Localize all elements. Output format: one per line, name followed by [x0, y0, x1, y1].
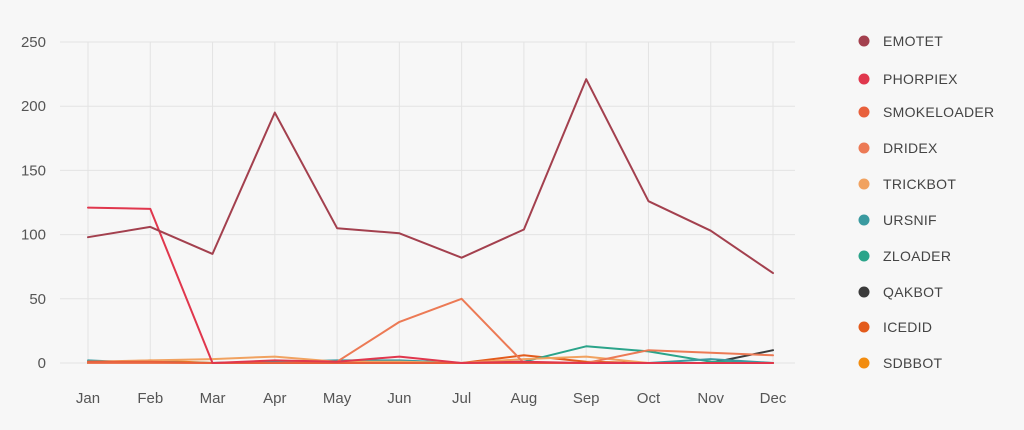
series-line-phorpiex	[87, 206, 774, 364]
legend-label: ZLOADER	[883, 248, 951, 264]
legend-item-trickbot[interactable]: TRICKBOT	[858, 176, 957, 192]
legend-marker-icon	[858, 250, 870, 262]
x-tick-label: Feb	[137, 390, 163, 407]
legend-item-dridex[interactable]: DRIDEX	[858, 140, 939, 156]
x-tick-label: Jan	[76, 390, 100, 407]
y-tick-label: 50	[29, 291, 46, 308]
x-axis: Jan Feb Mar Apr May Jun Jul Aug Sep Oct Nov Dec	[76, 390, 787, 407]
legend-item-icedid[interactable]: ICEDID	[858, 319, 933, 335]
legend-label: PHORPIEX	[883, 71, 958, 87]
y-tick-label: 250	[21, 34, 46, 51]
legend-marker-icon	[858, 178, 870, 190]
x-tick-label: Aug	[511, 390, 538, 407]
legend-item-ursnif[interactable]: URSNIF	[858, 212, 937, 228]
legend-label: EMOTET	[883, 33, 943, 49]
legend-label: DRIDEX	[883, 140, 938, 156]
x-tick-label: Oct	[637, 390, 661, 407]
legend-item-smokeloader[interactable]: SMOKELOADER	[858, 104, 995, 120]
legend-marker-icon	[858, 286, 870, 298]
y-axis: 0 50 100 150 200 250	[21, 34, 46, 372]
legend-marker-icon	[858, 321, 870, 333]
grid-lines	[60, 41, 795, 364]
legend-item-sdbbot[interactable]: SDBBOT	[858, 355, 943, 371]
legend-label: URSNIF	[883, 212, 937, 228]
legend-marker-icon	[858, 142, 870, 154]
legend-label: TRICKBOT	[883, 176, 956, 192]
legend-label: ICEDID	[883, 319, 932, 335]
x-tick-label: Nov	[697, 390, 724, 407]
series-lines	[87, 78, 774, 364]
x-tick-label: Mar	[200, 390, 226, 407]
y-tick-label: 100	[21, 227, 46, 244]
x-tick-label: Sep	[573, 390, 600, 407]
x-tick-label: Apr	[263, 390, 286, 407]
y-tick-label: 0	[38, 355, 46, 372]
x-tick-label: Dec	[760, 390, 787, 407]
series-line-emotet	[87, 78, 774, 275]
legend-label: SDBBOT	[883, 355, 943, 371]
legend-label: SMOKELOADER	[883, 104, 994, 120]
y-tick-label: 200	[21, 98, 46, 115]
legend-item-qakbot[interactable]: QAKBOT	[858, 284, 944, 300]
legend-label: QAKBOT	[883, 284, 943, 300]
legend-marker-icon	[858, 73, 870, 85]
x-tick-label: Jul	[452, 390, 471, 407]
y-tick-label: 150	[21, 162, 46, 179]
legend-marker-icon	[858, 106, 870, 118]
x-tick-label: Jun	[387, 390, 411, 407]
legend-item-phorpiex[interactable]: PHORPIEX	[858, 71, 959, 87]
legend-marker-icon	[858, 35, 870, 47]
legend: EMOTET PHORPIEX SMOKELOADER DRIDEX TRICKBOT U…	[858, 33, 995, 371]
legend-marker-icon	[858, 214, 870, 226]
legend-item-emotet[interactable]: EMOTET	[858, 33, 944, 49]
legend-item-zloader[interactable]: ZLOADER	[858, 248, 952, 264]
x-tick-label: May	[323, 390, 352, 407]
legend-marker-icon	[858, 357, 870, 369]
